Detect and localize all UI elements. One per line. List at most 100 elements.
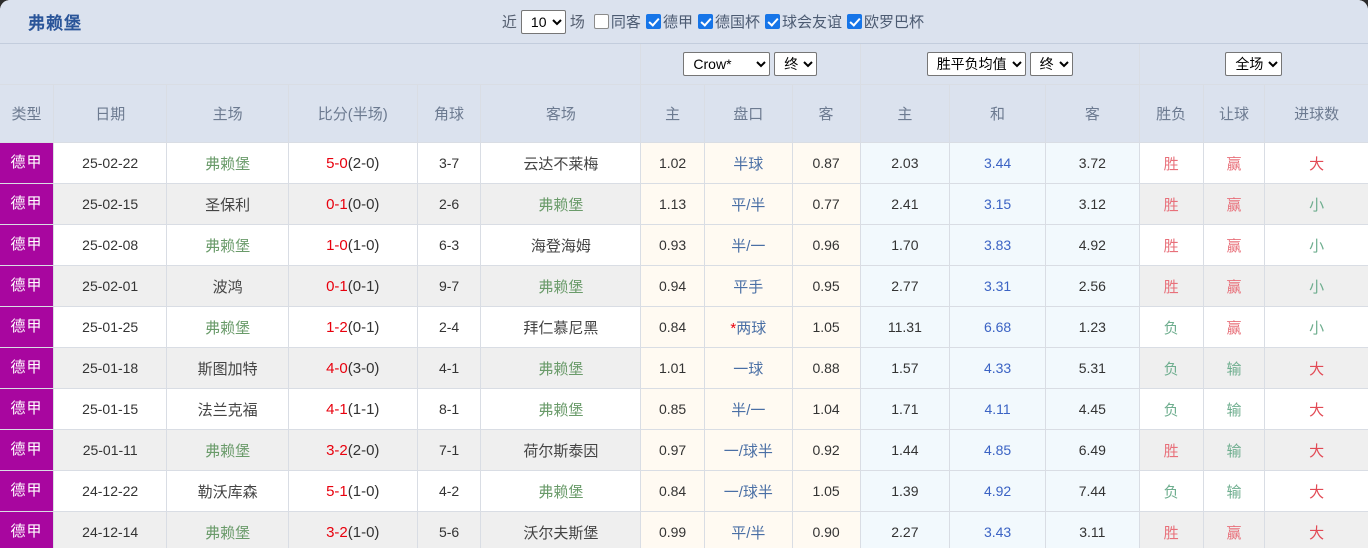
cell-score[interactable]: 3-2(2-0) [288,429,418,472]
column-header-row: 类型 日期 主场 比分(半场) 角球 客场 主 盘口 客 主 和 客 胜负 让球… [0,84,1368,144]
header-home[interactable]: 主场 [166,84,289,144]
cell-date: 25-01-11 [53,429,168,472]
cell-handicap-result: 输 [1203,470,1266,513]
cell-away-team[interactable]: 弗赖堡 [480,183,642,226]
cell-eu-home-odds: 2.27 [860,511,951,548]
cell-away-team[interactable]: 拜仁慕尼黑 [480,306,642,349]
filter-checkbox-dfb-pokal[interactable] [697,14,713,29]
cell-handicap-result: 赢 [1203,265,1266,308]
cell-away-team[interactable]: 弗赖堡 [480,347,642,390]
score-halftime: (3-0) [347,359,380,377]
same-away-checkbox[interactable] [593,14,609,29]
cell-asia-home-odds: 0.93 [640,224,706,267]
cell-result: 胜 [1139,183,1204,226]
cell-away-team[interactable]: 海登海姆 [480,224,642,267]
cell-result: 胜 [1139,429,1204,472]
cell-handicap-result: 赢 [1203,142,1266,185]
table-row[interactable]: 德甲 25-01-25 弗赖堡 1-2(0-1) 2-4 拜仁慕尼黑 0.84 *两球 1.05… [0,306,1368,349]
cell-home-team[interactable]: 弗赖堡 [166,306,289,349]
cell-goals-result: 小 [1264,306,1368,349]
cell-score[interactable]: 0-1(0-0) [288,183,418,226]
euro-phase-select[interactable]: 初终 [1029,52,1073,77]
asia-phase-select[interactable]: 初终 [774,52,818,77]
header-eu-home[interactable]: 主 [860,84,951,144]
header-corner[interactable]: 角球 [417,84,482,144]
selector-row: Crow*Bet365MacauEasybets 初终 胜平负均值Bet365威… [0,44,1368,86]
header-date[interactable]: 日期 [53,84,168,144]
score-halftime: (0-0) [347,195,380,213]
cell-score[interactable]: 4-0(3-0) [288,347,418,390]
table-row[interactable]: 德甲 25-02-15 圣保利 0-1(0-0) 2-6 弗赖堡 1.13 平/半 0.77 2.… [0,183,1368,226]
header-eu-draw[interactable]: 和 [949,84,1046,144]
cell-away-team[interactable]: 弗赖堡 [480,388,642,431]
cell-away-team[interactable]: 沃尔夫斯堡 [480,511,642,548]
cell-home-team[interactable]: 斯图加特 [166,347,289,390]
score-halftime: (0-1) [347,277,380,295]
cell-asia-home-odds: 1.02 [640,142,706,185]
table-row[interactable]: 德甲 25-02-22 弗赖堡 5-0(2-0) 3-7 云达不莱梅 1.02 半球 0.87 2… [0,142,1368,185]
cell-asia-handicap: 半/一 [704,224,793,267]
score-fulltime: 5-0 [326,154,348,172]
cell-score[interactable]: 1-2(0-1) [288,306,418,349]
recent-count-select[interactable]: 6102030 [520,9,566,34]
cell-asia-handicap: 平/半 [704,511,793,548]
header-result[interactable]: 胜负 [1139,84,1204,144]
table-row[interactable]: 德甲 25-02-01 波鸿 0-1(0-1) 9-7 弗赖堡 0.94 平手 0.95 2.77… [0,265,1368,308]
cell-score[interactable]: 0-1(0-1) [288,265,418,308]
cell-eu-home-odds: 1.57 [860,347,951,390]
league-badge: 德甲 [0,430,54,471]
score-fulltime: 4-0 [326,359,348,377]
cell-result: 胜 [1139,265,1204,308]
table-row[interactable]: 德甲 25-01-15 法兰克福 4-1(1-1) 8-1 弗赖堡 0.85 半/一 1.04 1… [0,388,1368,431]
cell-away-team[interactable]: 弗赖堡 [480,470,642,513]
cell-away-team[interactable]: 弗赖堡 [480,265,642,308]
header-handicap-result[interactable]: 让球 [1203,84,1266,144]
euro-selector-cell: 胜平负均值Bet365威廉希尔 初终 [860,44,1140,86]
cell-asia-away-odds: 1.05 [792,470,861,513]
euro-type-select[interactable]: 胜平负均值Bet365威廉希尔 [926,52,1026,77]
cell-score[interactable]: 5-1(1-0) [288,470,418,513]
table-row[interactable]: 德甲 25-01-18 斯图加特 4-0(3-0) 4-1 弗赖堡 1.01 一球 0.88 1.… [0,347,1368,390]
header-away[interactable]: 客场 [480,84,642,144]
scope-select[interactable]: 全场半场 [1225,52,1283,77]
score-fulltime: 0-1 [326,195,348,213]
cell-score[interactable]: 4-1(1-1) [288,388,418,431]
header-goals[interactable]: 进球数 [1264,84,1368,144]
cell-eu-draw-odds: 4.92 [949,470,1046,513]
cell-home-team[interactable]: 弗赖堡 [166,224,289,267]
cell-score[interactable]: 1-0(1-0) [288,224,418,267]
cell-asia-handicap: *两球 [704,306,793,349]
header-eu-away[interactable]: 客 [1045,84,1140,144]
table-row[interactable]: 德甲 25-01-11 弗赖堡 3-2(2-0) 7-1 荷尔斯泰因 0.97 一/球半 0.9… [0,429,1368,472]
score-halftime: (2-0) [347,154,380,172]
cell-score[interactable]: 5-0(2-0) [288,142,418,185]
cell-asia-away-odds: 0.88 [792,347,861,390]
cell-handicap-result: 输 [1203,429,1266,472]
cell-home-team[interactable]: 圣保利 [166,183,289,226]
table-row[interactable]: 德甲 24-12-14 弗赖堡 3-2(1-0) 5-6 沃尔夫斯堡 0.99 平/半 0.90… [0,511,1368,548]
cell-away-team[interactable]: 云达不莱梅 [480,142,642,185]
header-score[interactable]: 比分(半场) [288,84,418,144]
header-asia-handicap[interactable]: 盘口 [704,84,793,144]
cell-home-team[interactable]: 弗赖堡 [166,142,289,185]
filter-checkbox-bundesliga[interactable] [645,14,661,29]
bookmaker-select[interactable]: Crow*Bet365MacauEasybets [683,52,771,77]
cell-home-team[interactable]: 波鸿 [166,265,289,308]
cell-home-team[interactable]: 勒沃库森 [166,470,289,513]
header-type[interactable]: 类型 [0,84,55,144]
cell-home-team[interactable]: 弗赖堡 [166,511,289,548]
cell-home-team[interactable]: 法兰克福 [166,388,289,431]
header-asia-home[interactable]: 主 [640,84,706,144]
cell-home-team[interactable]: 弗赖堡 [166,429,289,472]
cell-away-team[interactable]: 荷尔斯泰因 [480,429,642,472]
score-halftime: (0-1) [347,318,380,336]
cell-score[interactable]: 3-2(1-0) [288,511,418,548]
league-badge: 德甲 [0,307,54,348]
filter-checkbox-club-friendly[interactable] [764,14,780,29]
table-row[interactable]: 德甲 24-12-22 勒沃库森 5-1(1-0) 4-2 弗赖堡 0.84 一/球半 1.05… [0,470,1368,513]
table-row[interactable]: 德甲 25-02-08 弗赖堡 1-0(1-0) 6-3 海登海姆 0.93 半/一 0.96 1… [0,224,1368,267]
header-asia-away[interactable]: 客 [792,84,861,144]
cell-asia-home-odds: 0.94 [640,265,706,308]
league-badge: 德甲 [0,348,54,389]
filter-checkbox-europa-league[interactable] [846,14,862,29]
